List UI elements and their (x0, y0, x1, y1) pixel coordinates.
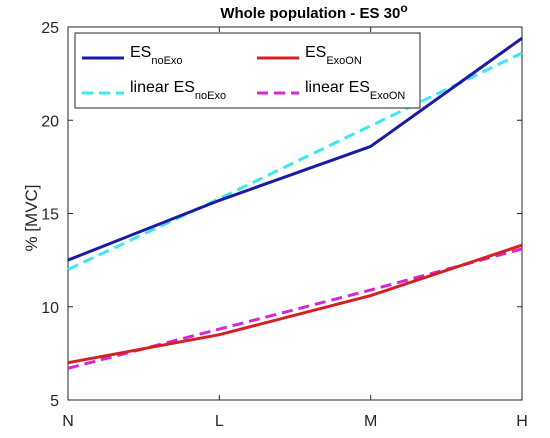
legend: ESnoExo ESExoON linear ESnoExo linear ESExo… (74, 32, 421, 109)
chart-title-main: Whole population - ES 30 (220, 5, 400, 22)
legend-label: linear ESExoON (305, 79, 405, 102)
plot-area: 5 10 15 20 25 N L M H (41, 20, 528, 430)
chart-title-degree: o (400, 1, 407, 15)
series-line-es-noexo (67, 36, 523, 262)
legend-label: ESnoExo (130, 44, 183, 67)
y-axis-label: % [MVC] (22, 184, 41, 251)
x-tick-label: M (364, 413, 377, 430)
series-line-es-exoon (67, 243, 523, 365)
x-tick-label: L (215, 413, 224, 430)
y-tick-label: 20 (41, 113, 59, 130)
x-tick-label: N (62, 413, 74, 430)
chart-title: Whole population - ES 30o (220, 1, 407, 22)
y-tick-label: 15 (41, 207, 59, 224)
legend-label: linear ESnoExo (130, 79, 226, 102)
y-tick-label: 10 (41, 300, 59, 317)
legend-box (74, 32, 421, 109)
x-tick-label: H (516, 413, 528, 430)
y-tick-label: 5 (50, 393, 59, 410)
legend-label: ESExoON (305, 44, 362, 67)
y-tick-label: 25 (41, 20, 59, 37)
